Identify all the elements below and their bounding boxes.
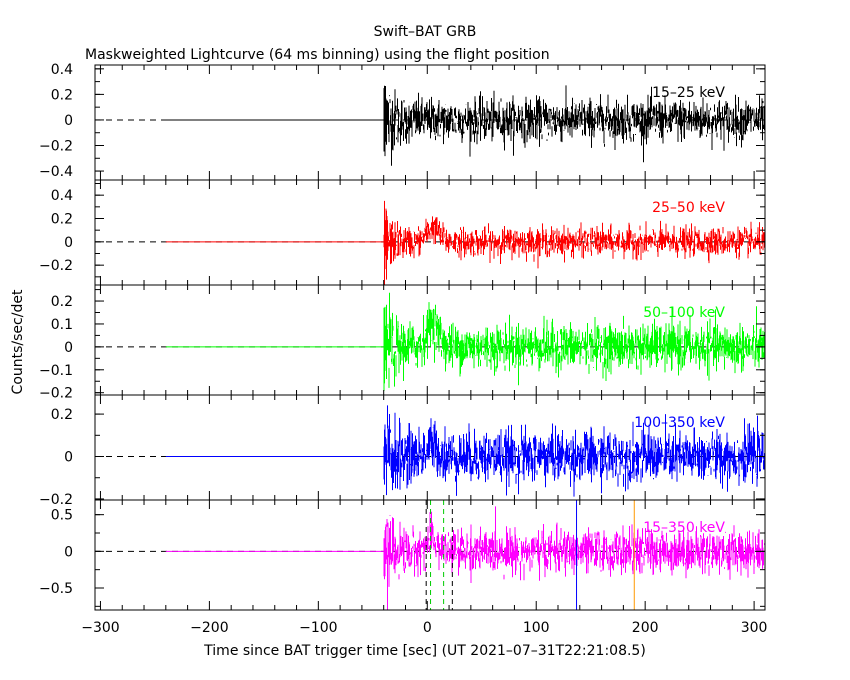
x-tick-label: 0	[423, 620, 432, 636]
y-tick-label: 0	[64, 340, 73, 356]
figure-subtitle: Maskweighted Lightcurve (64 ms binning) …	[85, 47, 550, 63]
y-tick-label: 0.4	[51, 62, 73, 78]
y-tick-label: 0	[64, 235, 73, 251]
y-tick-label: 0.2	[51, 294, 73, 310]
y-tick-label: 0.5	[51, 508, 73, 524]
y-tick-label: −0.2	[39, 258, 73, 274]
y-tick-label: 0	[64, 544, 73, 560]
x-tick-label: 300	[741, 620, 768, 636]
y-tick-label: 0.2	[51, 407, 73, 423]
x-axis-label: Time since BAT trigger time [sec] (UT 20…	[203, 643, 646, 659]
y-tick-label: −0.2	[39, 139, 73, 155]
lightcurve-series	[383, 506, 766, 610]
y-tick-label: 0.2	[51, 87, 73, 103]
x-tick-label: −300	[81, 620, 119, 636]
panel-2: −0.2 0 0.2 0.4 25–50 keV	[39, 179, 766, 286]
lightcurve-series	[383, 85, 766, 166]
y-tick-label: 0	[64, 450, 73, 466]
y-tick-label: 0.4	[51, 188, 73, 204]
lightcurve-series	[383, 200, 766, 285]
y-tick-label: 0	[64, 113, 73, 129]
panels-group: −0.4 −0.2 0 0.2 0.4 15–25 keV −0.2 0 0.2 0.4 25–50…	[39, 62, 767, 636]
x-tick-label: 200	[632, 620, 659, 636]
lightcurve-series	[383, 405, 766, 497]
x-tick-label: 100	[523, 620, 550, 636]
panel-4: −0.2 0 0.2 100–350 keV	[39, 394, 766, 508]
lightcurve-series	[383, 292, 766, 391]
y-tick-label: −0.1	[39, 363, 73, 379]
y-tick-label: −0.5	[39, 581, 73, 597]
x-tick-label: −100	[299, 620, 337, 636]
band-label: 25–50 keV	[652, 200, 725, 216]
y-tick-label: 0.2	[51, 212, 73, 228]
y-tick-label: −0.2	[39, 492, 73, 508]
y-tick-label: −0.4	[39, 164, 73, 180]
y-tick-label: 0.1	[51, 317, 73, 333]
y-axis-label: Counts/sec/det	[10, 289, 26, 394]
x-tick-label: −200	[190, 620, 228, 636]
panel-5: −0.5 0 0.5 15–350 keV	[39, 499, 766, 611]
figure-title: Swift–BAT GRB	[374, 24, 477, 40]
panel-3: −0.2 −0.1 0 0.1 0.2 50–100 keV	[39, 284, 766, 402]
band-label: 100–350 keV	[634, 415, 725, 431]
y-tick-label: −0.2	[39, 386, 73, 402]
panel-frame	[94, 499, 766, 611]
panel-1: −0.4 −0.2 0 0.2 0.4 15–25 keV	[39, 62, 766, 181]
band-label: 50–100 keV	[643, 305, 725, 321]
band-label: 15–350 keV	[643, 520, 725, 536]
band-label: 15–25 keV	[652, 85, 725, 101]
